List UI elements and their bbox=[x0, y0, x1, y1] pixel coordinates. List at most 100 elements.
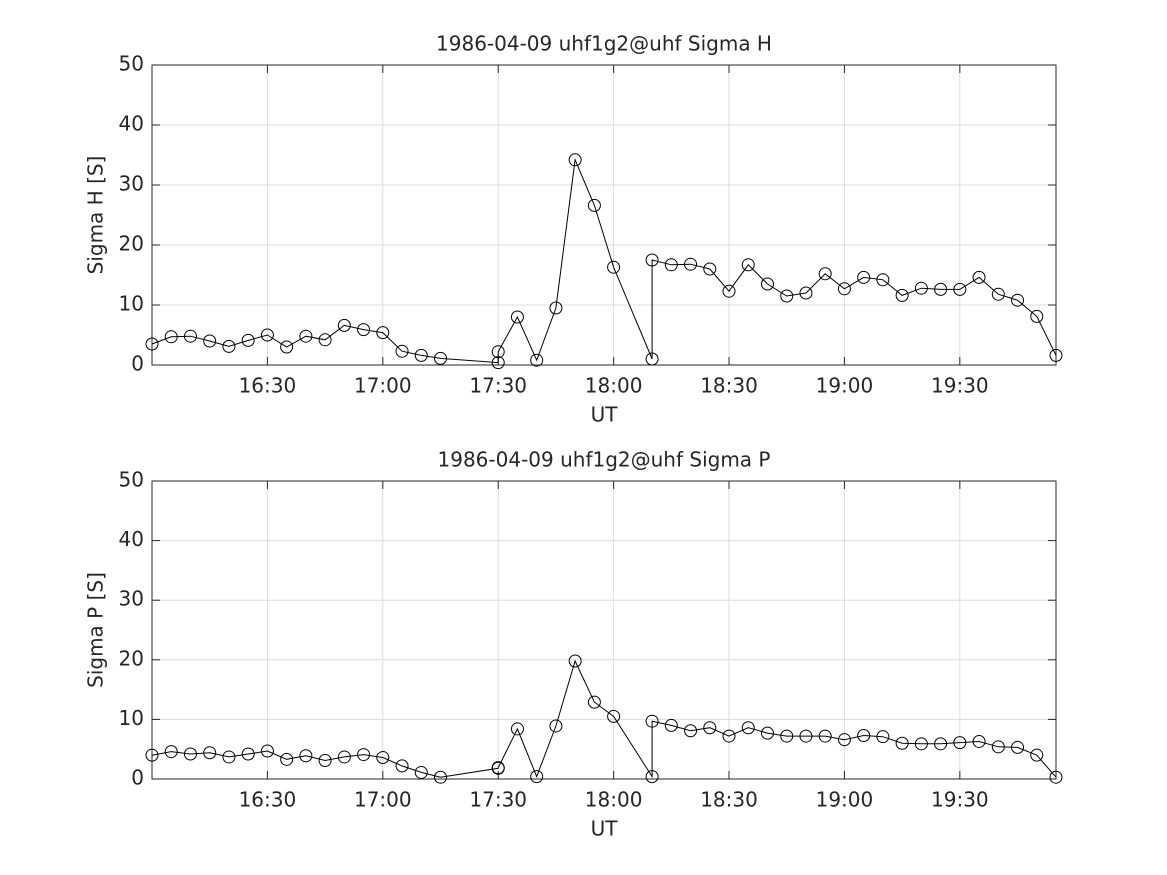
data-point bbox=[434, 770, 448, 784]
data-point bbox=[1049, 770, 1063, 784]
data-point bbox=[491, 356, 505, 370]
x-tick-label: 18:30 bbox=[700, 788, 758, 812]
data-point bbox=[953, 282, 967, 296]
data-point bbox=[510, 722, 524, 736]
x-tick-label: 17:00 bbox=[354, 788, 412, 812]
y-tick-label: 50 bbox=[119, 52, 144, 76]
data-point bbox=[549, 301, 563, 315]
data-point bbox=[414, 765, 428, 779]
axes-box bbox=[151, 480, 1057, 780]
data-point bbox=[876, 273, 890, 287]
x-axis-label: UT bbox=[591, 817, 619, 841]
data-point bbox=[414, 348, 428, 362]
data-point bbox=[684, 257, 698, 271]
y-tick-label: 0 bbox=[131, 766, 144, 790]
data-point bbox=[607, 709, 621, 723]
x-tick-label: 17:00 bbox=[354, 374, 412, 398]
data-point bbox=[818, 729, 832, 743]
data-point bbox=[299, 749, 313, 763]
data-point bbox=[376, 326, 390, 340]
data-point bbox=[568, 654, 582, 668]
x-tick-label: 17:30 bbox=[469, 788, 527, 812]
data-point bbox=[741, 258, 755, 272]
data-point bbox=[241, 747, 255, 761]
y-tick-label: 40 bbox=[119, 112, 144, 136]
data-point bbox=[434, 351, 448, 365]
data-point bbox=[280, 340, 294, 354]
data-point bbox=[395, 344, 409, 358]
data-point bbox=[357, 748, 371, 762]
data-point bbox=[741, 721, 755, 735]
data-point bbox=[260, 744, 274, 758]
data-point bbox=[1011, 293, 1025, 307]
data-point bbox=[1030, 748, 1044, 762]
data-point bbox=[164, 330, 178, 344]
data-point bbox=[703, 262, 717, 276]
x-tick-label: 18:30 bbox=[700, 374, 758, 398]
data-point bbox=[587, 695, 601, 709]
data-point bbox=[318, 754, 332, 768]
y-tick-label: 20 bbox=[119, 232, 144, 256]
data-point bbox=[260, 328, 274, 342]
data-point bbox=[145, 748, 159, 762]
data-point bbox=[703, 721, 717, 735]
x-tick-label: 16:30 bbox=[239, 374, 297, 398]
y-tick-label: 20 bbox=[119, 646, 144, 670]
data-point bbox=[837, 733, 851, 747]
data-point bbox=[491, 761, 505, 775]
data-point bbox=[972, 734, 986, 748]
x-tick-label: 19:00 bbox=[816, 788, 874, 812]
data-point bbox=[530, 770, 544, 784]
data-point bbox=[934, 282, 948, 296]
data-point bbox=[318, 333, 332, 347]
y-tick-label: 40 bbox=[119, 527, 144, 551]
data-point bbox=[395, 759, 409, 773]
x-tick-label: 19:30 bbox=[931, 374, 989, 398]
data-point bbox=[895, 288, 909, 302]
data-point bbox=[972, 270, 986, 284]
data-point bbox=[1030, 309, 1044, 323]
data-point bbox=[664, 258, 678, 272]
data-point bbox=[895, 736, 909, 750]
data-point bbox=[876, 730, 890, 744]
data-point bbox=[664, 718, 678, 732]
data-point bbox=[684, 724, 698, 738]
data-point bbox=[914, 281, 928, 295]
x-tick-label: 16:30 bbox=[239, 788, 297, 812]
data-point bbox=[760, 277, 774, 291]
data-point bbox=[760, 726, 774, 740]
axes: 0 10 20 30 40 50 16:30 17:00 17:30 18:00 18:30 19:0… bbox=[84, 32, 1063, 427]
y-tick-label: 50 bbox=[119, 468, 144, 492]
data-point bbox=[799, 729, 813, 743]
data-point bbox=[837, 282, 851, 296]
data-point bbox=[722, 284, 736, 298]
data-point bbox=[722, 729, 736, 743]
data-point bbox=[299, 329, 313, 343]
data-point bbox=[222, 750, 236, 764]
data-point bbox=[645, 770, 659, 784]
axes-box bbox=[151, 64, 1057, 366]
data-point bbox=[991, 287, 1005, 301]
data-point bbox=[183, 329, 197, 343]
y-axis-label: Sigma H [S] bbox=[84, 156, 108, 275]
data-point bbox=[337, 318, 351, 332]
y-tick-label: 10 bbox=[119, 706, 144, 730]
y-tick-label: 30 bbox=[119, 587, 144, 611]
data-point bbox=[530, 353, 544, 367]
x-tick-label: 18:00 bbox=[585, 374, 643, 398]
data-point bbox=[203, 334, 217, 348]
data-point bbox=[645, 253, 659, 267]
data-point bbox=[857, 270, 871, 284]
y-axis-label: Sigma P [S] bbox=[84, 572, 108, 688]
data-point bbox=[780, 289, 794, 303]
chart-title: 1986-04-09 uhf1g2@uhf Sigma H bbox=[436, 32, 772, 56]
y-tick-label: 0 bbox=[131, 352, 144, 376]
data-point bbox=[357, 323, 371, 337]
y-tick-label: 10 bbox=[119, 292, 144, 316]
data-point bbox=[645, 352, 659, 366]
data-point bbox=[607, 260, 621, 274]
data-point bbox=[222, 339, 236, 353]
data-point bbox=[1049, 348, 1063, 362]
data-point bbox=[491, 345, 505, 359]
